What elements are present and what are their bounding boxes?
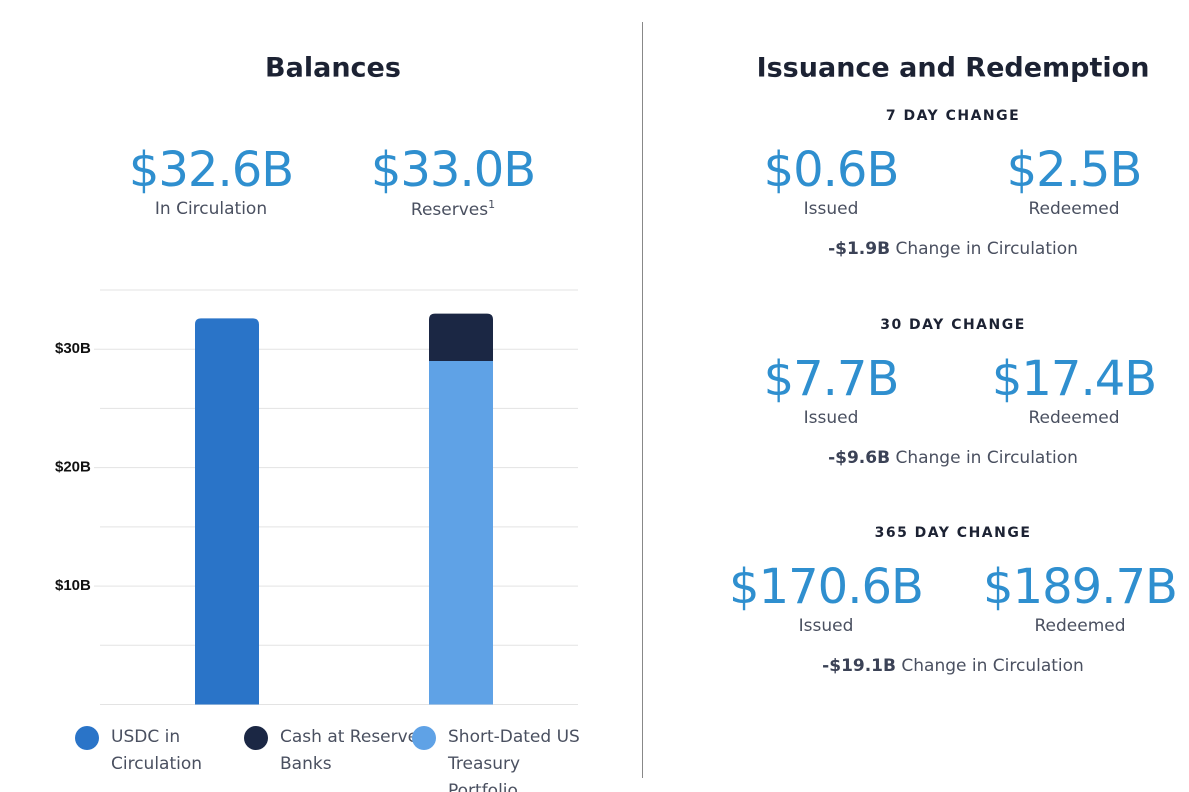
redeemed-label: Redeemed xyxy=(1028,199,1120,219)
redeemed-value: $2.5B xyxy=(1006,142,1143,198)
change-line: -$9.6B Change in Circulation xyxy=(828,448,1078,468)
redeemed-label: Redeemed xyxy=(1034,616,1126,636)
legend-swatch xyxy=(75,726,99,750)
section-heading: 30 DAY CHANGE xyxy=(880,317,1026,333)
bar-segment xyxy=(195,318,259,705)
change-line: -$19.1B Change in Circulation xyxy=(822,656,1084,676)
bar-segment xyxy=(429,313,493,362)
section-heading: 7 DAY CHANGE xyxy=(885,108,1021,124)
change-label: Change in Circulation xyxy=(895,448,1078,468)
footnote: 1 xyxy=(488,198,496,212)
redeemed-value: $17.4B xyxy=(991,351,1157,407)
change-label: Change in Circulation xyxy=(901,656,1084,676)
stat-label-text: In Circulation xyxy=(154,199,268,219)
change-label: Change in Circulation xyxy=(895,239,1078,259)
issued-label: Issued xyxy=(798,616,854,636)
legend-swatch xyxy=(244,726,268,750)
issued-value: $0.6B xyxy=(763,142,900,198)
change-value: -$9.6B xyxy=(828,448,891,468)
change-value: -$1.9B xyxy=(828,239,891,259)
section-heading: 365 DAY CHANGE xyxy=(874,525,1032,541)
issued-value: $170.6B xyxy=(729,559,924,615)
stat-label: Reserves1 xyxy=(411,198,495,220)
y-tick-label: $30B xyxy=(55,340,91,357)
chart: $10B $20B $30B xyxy=(55,289,578,705)
redeemed-label: Redeemed xyxy=(1028,408,1120,428)
stat-value: $33.0B xyxy=(370,142,536,198)
legend-label: Cash at Reserve Banks xyxy=(280,727,419,774)
change-value: -$19.1B xyxy=(822,656,896,676)
redeemed-value: $189.7B xyxy=(983,559,1178,615)
legend-label: USDC in Circulation xyxy=(111,727,203,774)
issued-value: $7.7B xyxy=(763,351,900,407)
y-tick-label: $20B xyxy=(55,459,91,476)
legend-label: Short-Dated US Treasury Portfolio xyxy=(448,727,580,792)
stat-label-text: Reserves xyxy=(410,199,489,220)
issued-label: Issued xyxy=(803,199,859,219)
panel-title: Issuance and Redemption xyxy=(756,52,1150,84)
stat-value: $32.6B xyxy=(128,142,294,198)
bar-segment xyxy=(429,361,493,705)
panel-title: Balances xyxy=(265,52,401,84)
divider xyxy=(642,22,643,778)
issued-label: Issued xyxy=(803,408,859,428)
legend-swatch xyxy=(412,726,436,750)
y-tick-label: $10B xyxy=(55,577,91,594)
stat-label: In Circulation xyxy=(155,199,267,219)
change-line: -$1.9B Change in Circulation xyxy=(828,239,1078,259)
